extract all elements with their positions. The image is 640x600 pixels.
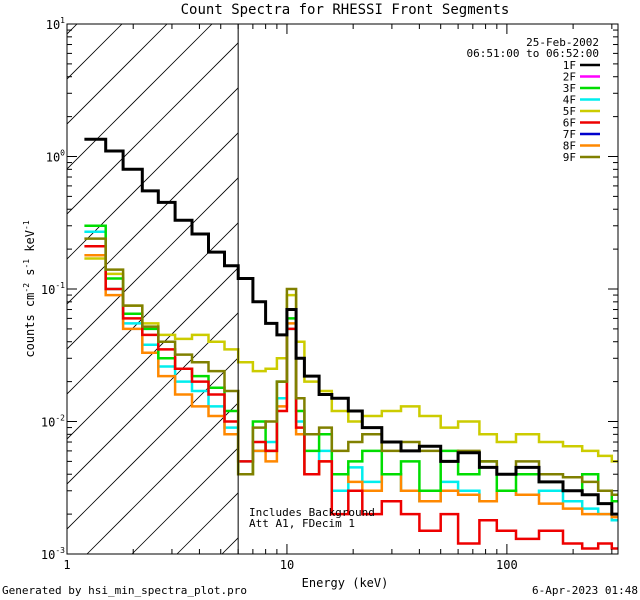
y-tick-label: 10-1 [41, 281, 65, 297]
y-axis-label: counts cm-2 s-1 keV-1 [22, 220, 37, 357]
x-tick-labels: 1 10 100 [63, 558, 517, 572]
hatched-region [67, 24, 239, 554]
series-line-6F [84, 245, 618, 550]
series-group [84, 137, 618, 550]
chart-title: Count Spectra for RHESSI Front Segments [181, 2, 510, 18]
legend-label-6F: 6F [563, 117, 576, 130]
axis-ticks [66, 23, 618, 555]
footer-generated-by: Generated by hsi_min_spectra_plot.pro [2, 584, 247, 597]
legend-label-1F: 1F [563, 59, 576, 72]
legend-label-7F: 7F [563, 128, 576, 141]
hatch-line [67, 357, 239, 530]
annotation-attenuator-note: Att A1, FDecim 1 [249, 517, 355, 530]
series-line-9F [84, 237, 618, 497]
annotation-time-range: 06:51:00 to 06:52:00 [467, 47, 599, 60]
y-tick-labels: 10-3 10-2 10-1 100 101 [41, 16, 65, 562]
annotation-date: 25-Feb-2002 [526, 36, 599, 49]
legend-label-5F: 5F [563, 105, 576, 118]
hatch-line [131, 447, 239, 554]
hatch-line [67, 222, 239, 395]
x-tick-label: 100 [496, 558, 518, 572]
hatch-line [86, 402, 239, 554]
x-tick-label: 1 [63, 558, 70, 572]
hatch-line [67, 42, 239, 215]
y-tick-label: 10-3 [41, 546, 65, 562]
legend-label-8F: 8F [563, 140, 576, 153]
hatch-line [67, 177, 239, 350]
series-line-3F [84, 224, 618, 503]
series-line-5F [84, 257, 618, 463]
annotation-background-note: Includes Background [249, 506, 375, 519]
y-tick-label: 10-2 [41, 414, 65, 430]
series-line-1F [84, 137, 618, 516]
hatch-line [67, 132, 239, 305]
hatch-line [67, 24, 78, 35]
hatch-line [67, 24, 168, 125]
x-axis-label: Energy (keV) [302, 576, 389, 590]
y-tick-label: 100 [46, 149, 65, 165]
hatch-line [67, 312, 239, 485]
footer-date: 6-Apr-2023 01:48 [532, 584, 638, 597]
hatch-line [67, 267, 239, 440]
hatch-line [221, 537, 239, 554]
x-tick-label: 10 [280, 558, 294, 572]
legend-label-9F: 9F [563, 151, 576, 164]
legend-label-4F: 4F [563, 94, 576, 107]
legend-label-3F: 3F [563, 82, 576, 95]
hatch-line [67, 24, 213, 170]
hatch-line [67, 87, 239, 260]
legend-label-2F: 2F [563, 71, 576, 84]
y-tick-label: 101 [46, 16, 65, 32]
